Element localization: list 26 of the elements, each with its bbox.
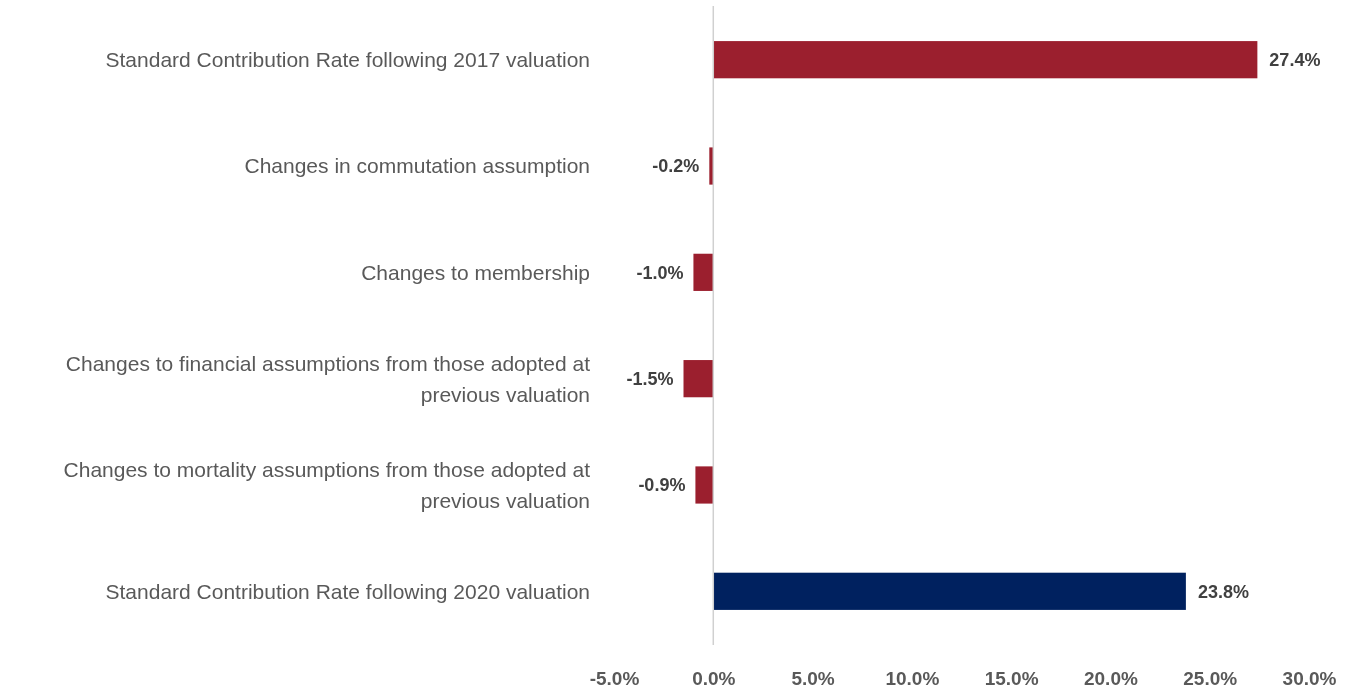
- x-tick-label: 15.0%: [984, 668, 1039, 687]
- x-tick-label: 25.0%: [1183, 668, 1238, 687]
- y-tick-label: Standard Contribution Rate following 2017 valuation: [105, 48, 590, 72]
- y-tick-label: Changes in commutation assumption: [244, 154, 590, 178]
- data-label: 23.8%: [1197, 581, 1249, 602]
- x-tick-label: 0.0%: [692, 668, 736, 687]
- x-tick-label: 30.0%: [1282, 668, 1337, 687]
- data-label: -1.0%: [636, 262, 684, 283]
- data-label: -0.9%: [638, 475, 686, 496]
- x-tick-label: -5.0%: [589, 668, 640, 687]
- bar: [693, 253, 714, 291]
- bar: [695, 466, 714, 504]
- y-tick-label: Changes to membership: [361, 260, 590, 284]
- y-tick-label: Standard Contribution Rate following 2020 valuation: [105, 579, 590, 603]
- data-label: -0.2%: [652, 156, 700, 177]
- data-label: 27.4%: [1269, 49, 1321, 70]
- x-tick-label: 20.0%: [1083, 668, 1138, 687]
- y-tick-label: Changes to mortality assumptions from those adopted at previous valuation: [63, 457, 591, 512]
- bar: [713, 41, 1258, 79]
- bar: [709, 147, 714, 185]
- y-tick-label: Changes to financial assumptions from those adopted at previous valuation: [65, 351, 591, 406]
- x-tick-label: 10.0%: [885, 668, 940, 687]
- data-label: -1.5%: [626, 368, 674, 389]
- bar: [683, 360, 714, 398]
- x-tick-label: 5.0%: [791, 668, 835, 687]
- bar: [713, 572, 1186, 610]
